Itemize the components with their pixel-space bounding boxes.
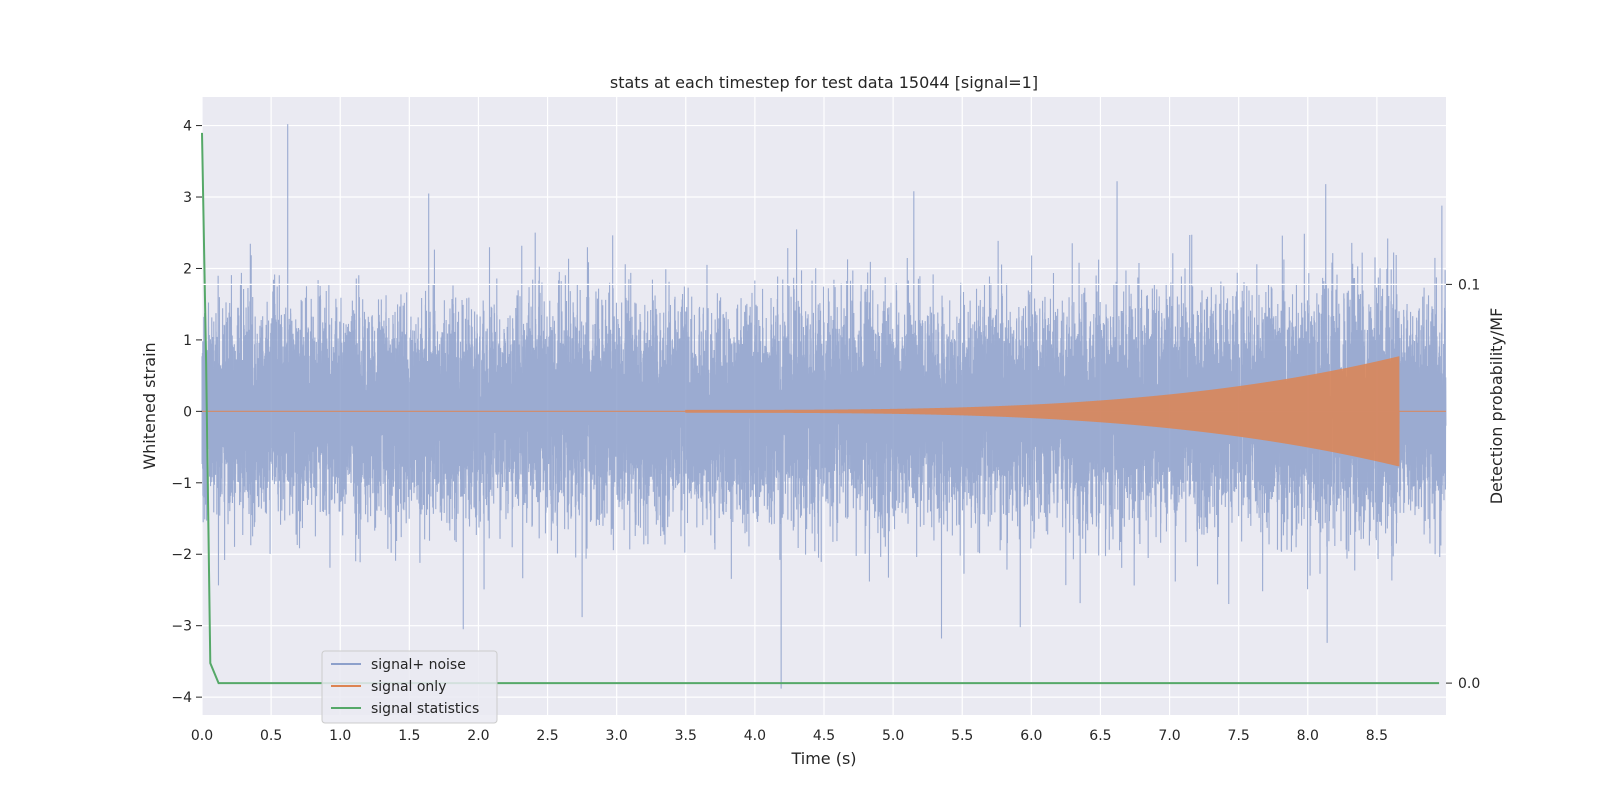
x-tick-label: 8.0 <box>1297 728 1319 744</box>
legend-box <box>321 650 498 724</box>
legend-label-signal-statistics: signal statistics <box>371 701 479 717</box>
x-tick-label: 7.5 <box>1228 728 1250 744</box>
y2-tick-label: 0.0 <box>1458 676 1480 692</box>
legend: signal+ noise signal only signal statist… <box>321 650 498 724</box>
y-tick-label: −4 <box>171 690 192 706</box>
x-axis-label: Time (s) <box>790 749 856 768</box>
y-tick-label: −1 <box>171 476 192 492</box>
x-tick-label: 7.0 <box>1158 728 1180 744</box>
y-tick-label: 3 <box>183 190 192 206</box>
series-signal-noise <box>201 124 1447 689</box>
x-tick-label: 2.5 <box>536 728 558 744</box>
x-tick-label: 0.5 <box>260 728 282 744</box>
x-tick-label: 5.5 <box>951 728 973 744</box>
x-tick-label: 1.0 <box>329 728 351 744</box>
plot-content <box>201 124 1447 689</box>
y-tick-label: 2 <box>183 261 192 277</box>
x-tick-label: 5.0 <box>882 728 904 744</box>
y-tick-label: −3 <box>171 619 192 635</box>
x-tick-label: 2.0 <box>467 728 489 744</box>
legend-label-signal-noise: signal+ noise <box>371 657 466 673</box>
y-axis-label: Whitened strain <box>140 342 159 469</box>
x-tick-label: 1.5 <box>398 728 420 744</box>
x-tick-label: 0.0 <box>191 728 213 744</box>
y2-axis-label: Detection probability/MF <box>1487 308 1506 505</box>
y2-tick-label: 0.1 <box>1458 277 1480 293</box>
series-signal-only <box>202 356 1446 467</box>
y2-axis-ticks: 0.0 0.1 <box>1446 277 1480 692</box>
y-tick-label: 1 <box>183 333 192 349</box>
x-tick-label: 3.5 <box>675 728 697 744</box>
y-tick-label: 0 <box>183 404 192 420</box>
legend-label-signal-only: signal only <box>371 679 446 695</box>
y-tick-label: 4 <box>183 119 192 135</box>
x-axis-ticks: 0.0 0.5 1.0 1.5 2.0 2.5 3.0 3.5 4.0 4.5 5.0 5.5 6.0 6… <box>191 728 1388 744</box>
x-tick-label: 8.5 <box>1366 728 1388 744</box>
y-axis-ticks: −4 −3 −2 −1 0 1 2 3 4 <box>171 119 202 706</box>
series-signal-statistics <box>201 132 1440 685</box>
y-tick-label: −2 <box>171 547 192 563</box>
x-tick-label: 6.0 <box>1020 728 1042 744</box>
x-tick-label: 6.5 <box>1089 728 1111 744</box>
x-tick-label: 4.5 <box>813 728 835 744</box>
x-tick-label: 3.0 <box>606 728 628 744</box>
x-tick-label: 4.0 <box>744 728 766 744</box>
chart-title: stats at each timestep for test data 150… <box>610 73 1038 92</box>
